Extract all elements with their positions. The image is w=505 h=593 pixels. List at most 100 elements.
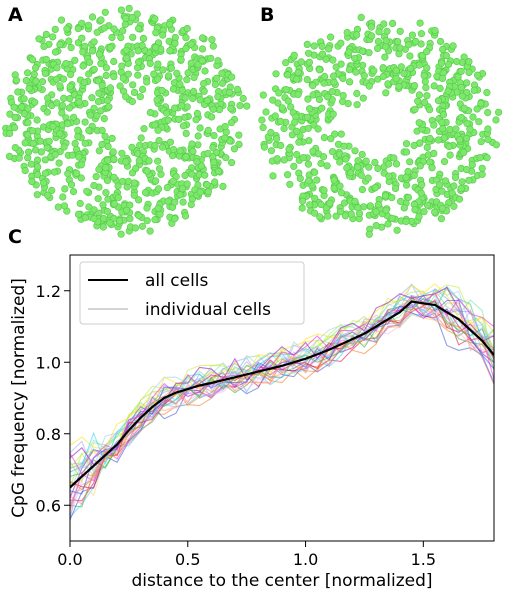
y-axis-ticks: 0.6 0.8 1.0 1.2 xyxy=(36,282,70,515)
scatter-point xyxy=(287,103,295,111)
scatter-point xyxy=(53,64,61,72)
scatter-point xyxy=(56,40,64,49)
scatter-point xyxy=(21,167,29,175)
scatter-point xyxy=(42,55,50,64)
individual-cell-line xyxy=(70,294,494,495)
panel-label-b: B xyxy=(260,4,275,26)
scatter-point xyxy=(79,62,87,70)
scatter-point xyxy=(171,215,179,223)
scatter-point xyxy=(154,185,163,193)
scatter-point xyxy=(122,46,130,54)
scatter-point xyxy=(56,130,64,138)
scatter-point xyxy=(286,180,294,188)
scatter-point xyxy=(343,28,351,37)
scatter-point xyxy=(95,147,103,155)
scatter-point xyxy=(164,197,172,205)
scatter-point xyxy=(154,204,162,212)
scatter-point xyxy=(106,84,114,92)
scatter-point xyxy=(293,151,301,159)
scatter-point xyxy=(439,45,447,54)
scatter-point xyxy=(57,16,66,24)
scatter-point xyxy=(383,27,391,35)
scatter-point xyxy=(11,113,19,121)
scatter-point xyxy=(181,94,189,102)
scatter-point xyxy=(233,85,242,93)
scatter-point xyxy=(100,215,108,223)
scatter-point xyxy=(81,139,89,147)
scatter-point xyxy=(110,57,118,66)
individual-cell-line xyxy=(70,297,494,478)
scatter-point xyxy=(79,48,87,56)
x-tick-label: 0.0 xyxy=(57,550,82,569)
scatter-point xyxy=(129,33,137,41)
scatter-point xyxy=(140,125,148,133)
scatter-point xyxy=(58,109,66,117)
scatter-point xyxy=(155,165,164,173)
scatter-point xyxy=(49,122,57,130)
scatter-point xyxy=(178,102,186,110)
scatter-point xyxy=(189,94,197,103)
scatter-point xyxy=(101,132,109,140)
scatter-point xyxy=(392,160,401,168)
scatter-point xyxy=(382,89,390,97)
scatter-point xyxy=(65,104,73,112)
scatter-point xyxy=(128,97,136,106)
individual-cell-line xyxy=(70,299,494,489)
scatter-point xyxy=(48,186,56,194)
scatter-point xyxy=(179,198,187,206)
scatter-point xyxy=(299,154,307,162)
y-tick-label: 1.0 xyxy=(36,353,61,372)
scatter-point xyxy=(214,57,222,65)
scatter-point xyxy=(88,47,97,55)
scatter-point xyxy=(65,37,73,45)
scatter-point xyxy=(119,27,127,35)
scatter-point xyxy=(374,44,382,53)
scatter-point xyxy=(122,158,130,166)
scatter-point xyxy=(31,64,40,72)
scatter-point xyxy=(117,33,125,42)
scatter-point xyxy=(66,82,74,91)
scatter-point xyxy=(227,104,235,113)
scatter-point xyxy=(54,203,62,211)
scatter-point xyxy=(175,115,183,123)
scatter-point xyxy=(94,97,103,106)
scatter-point xyxy=(181,212,190,220)
scatter-point xyxy=(150,70,158,78)
scatter-point xyxy=(133,10,141,18)
scatter-point xyxy=(177,56,185,64)
scatter-point xyxy=(153,96,161,104)
scatter-point xyxy=(125,4,133,12)
scatter-point xyxy=(100,24,108,32)
scatter-point xyxy=(315,66,324,74)
scatter-point xyxy=(446,151,454,159)
individual-cell-line xyxy=(70,308,494,521)
scatter-point xyxy=(380,20,388,28)
scatter-point xyxy=(351,147,359,155)
scatter-point xyxy=(84,21,92,29)
scatter-point xyxy=(183,24,191,33)
scatter-point xyxy=(228,73,236,81)
scatter-point xyxy=(14,88,22,96)
scatter-point xyxy=(405,41,413,49)
scatter-point xyxy=(31,146,40,154)
scatter-point xyxy=(38,78,47,86)
scatter-point xyxy=(95,89,103,97)
scatter-point xyxy=(106,44,114,52)
scatter-point xyxy=(146,227,154,235)
scatter-point xyxy=(122,206,131,214)
scatter-point xyxy=(31,98,39,106)
scatter-point xyxy=(228,159,236,167)
scatter-point xyxy=(483,154,491,162)
scatter-point xyxy=(69,188,78,196)
scatter-point xyxy=(117,6,125,14)
scatter-point xyxy=(197,162,206,170)
scatter-point xyxy=(365,163,373,171)
scatter-point xyxy=(457,83,466,92)
scatter-point xyxy=(103,176,112,184)
scatter-point xyxy=(188,140,196,148)
individual-cell-line xyxy=(70,298,494,511)
scatter-point xyxy=(135,196,143,204)
